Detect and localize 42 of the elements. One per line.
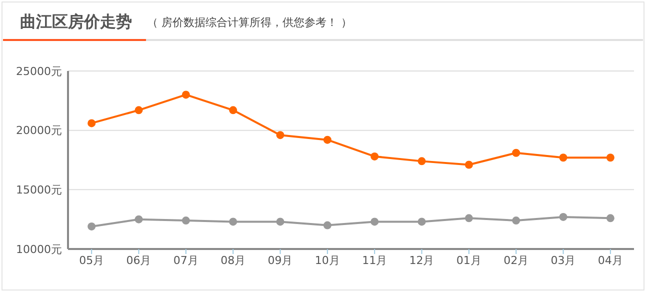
x-tick-label: 06月 xyxy=(126,254,152,267)
x-tick-label: 11月 xyxy=(362,254,388,267)
chart-title: 曲江区房价走势 xyxy=(20,12,132,31)
point xyxy=(606,214,614,222)
point xyxy=(559,212,568,221)
point xyxy=(418,157,426,166)
point xyxy=(370,152,379,160)
point xyxy=(229,218,238,226)
x-tick-label: 09月 xyxy=(268,254,293,267)
point xyxy=(370,218,379,226)
point xyxy=(276,131,284,140)
point xyxy=(464,160,473,169)
point xyxy=(512,216,520,225)
point xyxy=(559,154,568,162)
point xyxy=(134,106,143,114)
point xyxy=(323,136,332,144)
point xyxy=(134,215,143,224)
point xyxy=(512,148,520,157)
point xyxy=(418,218,426,226)
x-tick-label: 04月 xyxy=(598,254,623,267)
x-tick-label: 08月 xyxy=(220,254,246,267)
x-tick-label: 07月 xyxy=(173,254,198,267)
y-tick-label: 25000元 xyxy=(16,64,62,78)
chart-subtitle: （ 房价数据综合计算所得，供您参考！ ） xyxy=(147,16,352,29)
point xyxy=(88,119,96,128)
x-tick-label: 10月 xyxy=(314,254,340,267)
point xyxy=(323,221,332,230)
point xyxy=(464,214,473,222)
point xyxy=(182,90,190,99)
point xyxy=(182,216,190,225)
y-tick-label: 10000元 xyxy=(16,242,62,256)
x-tick-label: 05月 xyxy=(79,254,104,267)
x-tick-label: 01月 xyxy=(456,254,482,267)
point xyxy=(229,106,238,114)
y-tick-label: 20000元 xyxy=(16,124,62,138)
x-tick-label: 12月 xyxy=(409,254,434,267)
point xyxy=(276,218,284,226)
y-tick-label: 15000元 xyxy=(16,184,62,197)
x-tick-label: 02月 xyxy=(504,254,529,267)
point xyxy=(606,154,614,162)
x-tick-label: 03月 xyxy=(550,254,576,267)
point xyxy=(88,222,96,230)
